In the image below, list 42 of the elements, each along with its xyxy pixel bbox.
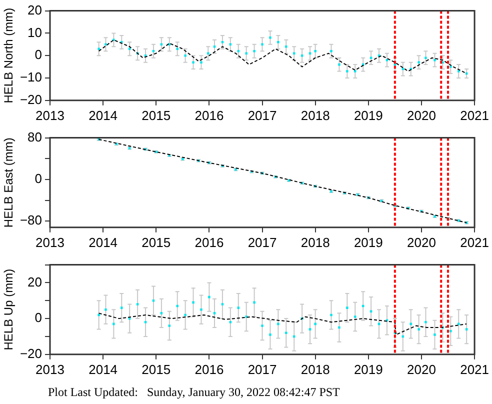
- y-axis-title: HELB Up (mm): [2, 268, 16, 350]
- x-tick-label: 2017: [248, 108, 277, 123]
- y-tick-label: 0: [34, 47, 42, 62]
- y-tick-label: 0: [34, 171, 42, 186]
- x-tick-label: 2021: [460, 362, 489, 377]
- x-tick-label: 2015: [142, 362, 171, 377]
- y-tick-label: −20: [20, 346, 42, 361]
- y-tick-label: 0: [34, 310, 42, 326]
- x-tick-label: 2017: [248, 362, 277, 377]
- x-tick-label: 2014: [88, 234, 118, 250]
- x-tick-label: 2014: [88, 108, 118, 123]
- x-tick-label: 2019: [354, 362, 383, 377]
- x-tick-label: 2020: [407, 108, 436, 123]
- x-tick-label: 2013: [36, 234, 64, 250]
- x-tick-label: 2020: [407, 362, 436, 377]
- y-tick-label: −20: [20, 92, 42, 107]
- x-tick-label: 2013: [36, 362, 64, 377]
- x-tick-label: 2018: [300, 108, 330, 123]
- y-tick-label: −80: [20, 212, 42, 228]
- x-tick-label: 2020: [407, 234, 436, 250]
- y-tick-label: 10: [28, 24, 42, 40]
- y-tick-label: 80: [28, 129, 42, 144]
- y-axis-title: HELB North (mm): [2, 8, 16, 104]
- x-tick-label: 2021: [460, 234, 489, 250]
- x-tick-label: 2021: [460, 108, 489, 123]
- x-tick-label: 2019: [354, 108, 383, 123]
- y-tick-label: 20: [28, 2, 42, 18]
- x-tick-label: 2013: [36, 108, 64, 123]
- x-tick-label: 2019: [354, 234, 383, 250]
- x-tick-label: 2016: [194, 362, 224, 377]
- x-tick-label: 2018: [300, 234, 330, 250]
- x-tick-label: 2014: [88, 362, 118, 377]
- x-tick-label: 2015: [142, 108, 171, 123]
- y-tick-label: 20: [28, 274, 42, 290]
- x-tick-label: 2018: [300, 362, 330, 377]
- text: Plot Last Updated: Sunday, January 30, 2022 08:42:47 PST: [48, 385, 341, 400]
- x-tick-label: 2015: [142, 234, 171, 250]
- x-tick-label: 2016: [194, 234, 224, 250]
- y-tick-label: −10: [20, 70, 42, 85]
- x-tick-label: 2016: [194, 108, 224, 123]
- x-tick-label: 2017: [248, 234, 277, 250]
- y-axis-title: HELB East (mm): [2, 138, 16, 228]
